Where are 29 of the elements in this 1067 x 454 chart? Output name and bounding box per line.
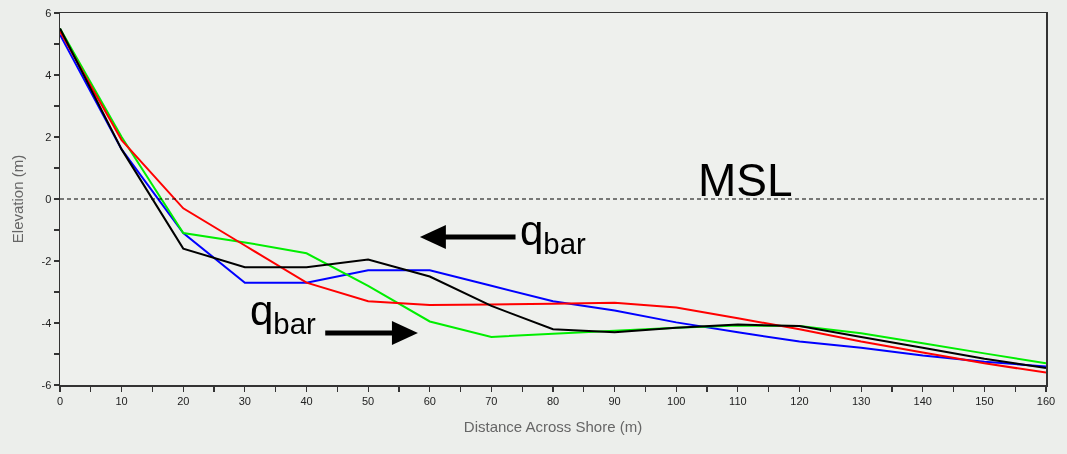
y-tick-label: 0 — [45, 192, 52, 205]
x-tick-label: 10 — [115, 394, 128, 407]
x-axis-title: Distance Across Shore (m) — [463, 418, 643, 436]
x-tick-label: 40 — [300, 394, 313, 407]
annotation: q$_{bar}$ — [250, 287, 317, 340]
x-tick-label: 50 — [362, 394, 375, 407]
x-tick-label: 20 — [177, 394, 190, 407]
ref-line-label: MSL — [698, 154, 793, 206]
y-tick-label: -6 — [41, 378, 52, 391]
annotation: q$_{bar}$ — [520, 207, 587, 260]
y-tick-label: 6 — [45, 6, 52, 19]
x-tick-label: 100 — [667, 394, 686, 407]
y-tick-label: 2 — [45, 130, 52, 143]
y-axis-title: Elevation (m) — [9, 154, 27, 244]
x-tick-label: 30 — [238, 394, 252, 407]
x-tick-label: 60 — [423, 394, 436, 407]
x-tick-label: 150 — [975, 394, 994, 407]
y-tick-label: -2 — [41, 254, 52, 267]
x-tick-label: 90 — [608, 394, 621, 407]
x-tick-label: 110 — [729, 394, 747, 407]
x-tick-label: 130 — [851, 394, 871, 407]
x-tick-label: 140 — [913, 394, 932, 407]
x-tick-label: 120 — [790, 394, 809, 407]
x-tick-label: 0 — [56, 394, 64, 407]
x-tick-label: 80 — [546, 394, 560, 407]
x-tick-label: 160 — [1036, 394, 1056, 407]
y-tick-label: -4 — [41, 316, 52, 329]
y-tick-label: 4 — [45, 68, 52, 81]
x-tick-label: 70 — [485, 394, 498, 407]
